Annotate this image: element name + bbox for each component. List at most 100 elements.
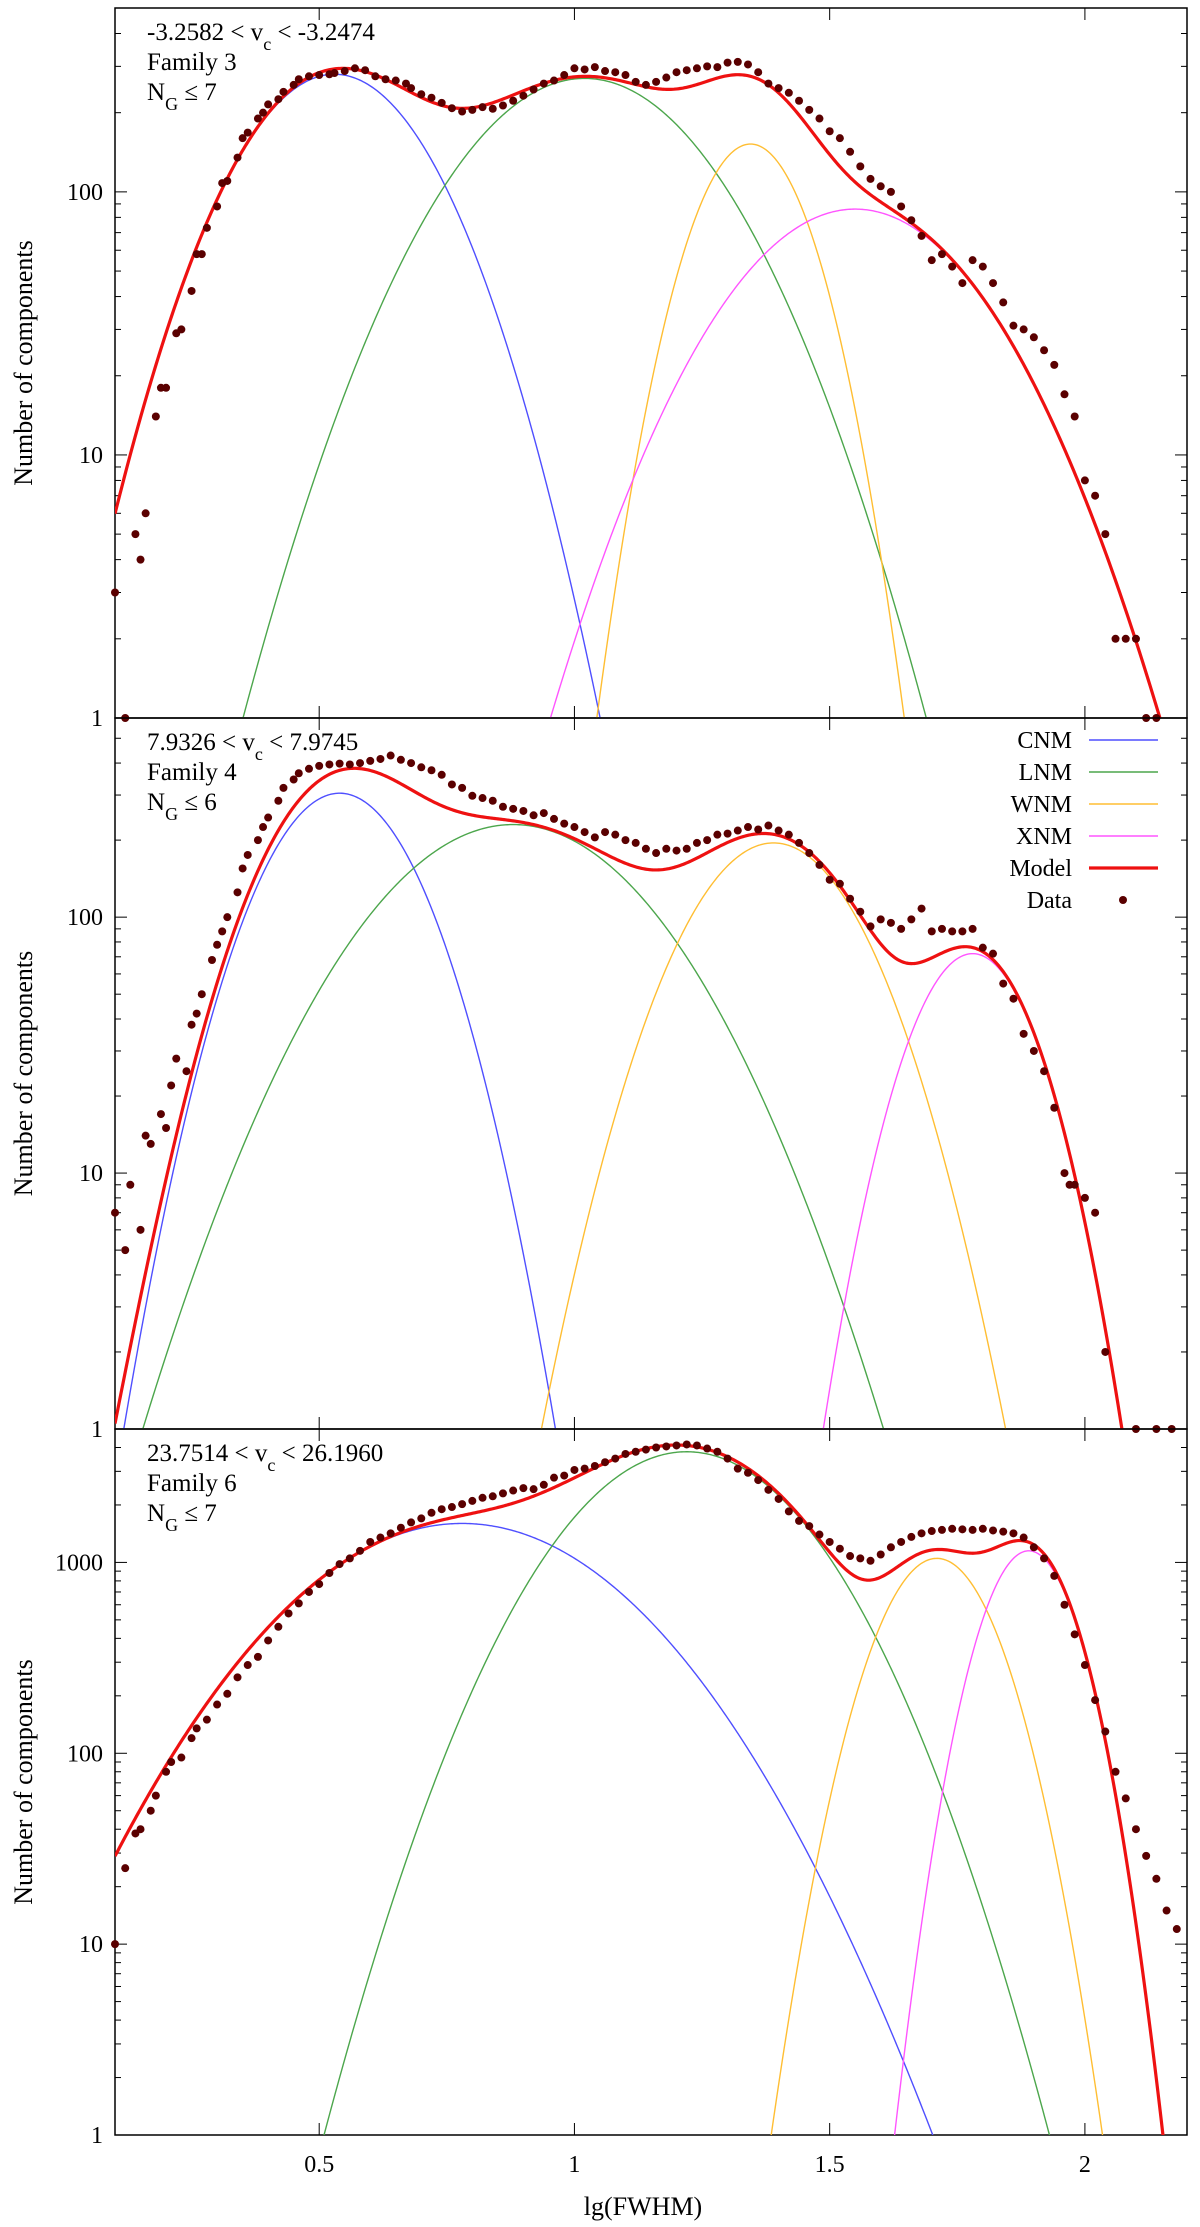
data-point	[580, 828, 589, 837]
data-point	[866, 1556, 875, 1565]
component-curve-wnm	[540, 842, 1007, 1429]
data-point	[631, 77, 640, 86]
data-point	[825, 127, 834, 136]
range-annotation: 7.9326 < vc < 7.9745	[147, 729, 358, 764]
data-point	[146, 1139, 155, 1148]
data-point	[243, 850, 252, 859]
data-point	[631, 838, 640, 847]
data-point	[218, 927, 227, 936]
data-point	[1101, 1347, 1110, 1356]
data-point	[968, 256, 977, 265]
data-point	[294, 769, 303, 778]
y-tick-label: 1	[91, 2123, 103, 2149]
data-point	[641, 844, 650, 853]
model-curve	[115, 1443, 1165, 2135]
data-point	[999, 298, 1008, 307]
data-point	[131, 530, 140, 539]
component-curve-cnm	[123, 792, 557, 1429]
data-point	[304, 764, 313, 773]
data-point	[197, 990, 206, 999]
data-point	[631, 1447, 640, 1456]
y-axis-label: Number of components	[9, 1659, 38, 1905]
data-point	[1121, 634, 1130, 643]
data-point	[937, 924, 946, 933]
data-point	[1111, 1767, 1120, 1776]
data-point	[723, 58, 732, 67]
data-point	[989, 279, 998, 288]
data-point	[1060, 390, 1069, 399]
data-point	[733, 57, 742, 66]
range-text-end: < -3.2474	[271, 19, 375, 46]
data-point	[233, 888, 242, 897]
data-point	[478, 103, 487, 112]
data-point	[202, 1715, 211, 1724]
data-point	[672, 1441, 681, 1450]
data-point	[1050, 1571, 1059, 1580]
data-point	[682, 1440, 691, 1449]
ng-subscript: G	[165, 94, 178, 114]
data-point	[207, 956, 216, 965]
range-subscript: c	[255, 744, 263, 764]
data-point	[621, 1449, 630, 1458]
data-point	[243, 1661, 252, 1670]
component-curve-cnm	[115, 73, 601, 718]
data-point	[253, 836, 262, 845]
range-text: -3.2582 < v	[147, 19, 264, 46]
data-point	[264, 813, 273, 822]
data-point	[989, 949, 998, 958]
component-curve-lnm	[242, 77, 927, 718]
data-point	[1070, 1180, 1079, 1189]
data-point	[733, 826, 742, 835]
data-point	[917, 231, 926, 240]
data-point	[897, 202, 906, 211]
x-tick-label: 1	[568, 2152, 580, 2178]
data-point	[570, 64, 579, 73]
model-curve	[115, 766, 1124, 1429]
data-point	[238, 864, 247, 873]
data-point	[764, 79, 773, 88]
component-curve-lnm	[323, 1451, 1051, 2135]
data-point	[253, 1652, 262, 1661]
data-point	[937, 250, 946, 259]
data-point	[447, 780, 456, 789]
data-point	[754, 825, 763, 834]
data-point	[948, 262, 957, 271]
data-point	[550, 1473, 559, 1482]
data-point	[1040, 1067, 1049, 1076]
data-point	[815, 1530, 824, 1539]
data-point	[177, 1753, 186, 1762]
y-tick-label: 100	[67, 1741, 103, 1767]
data-point	[743, 1468, 752, 1477]
data-point	[361, 66, 370, 75]
data-point	[488, 1492, 497, 1501]
y-tick-label: 10	[79, 1161, 103, 1187]
data-point	[641, 80, 650, 89]
data-point	[1131, 1825, 1140, 1834]
data-point	[458, 1500, 467, 1509]
data-point	[274, 1622, 283, 1631]
legend: CNM LNM WNM XNM Model Data	[1009, 728, 1158, 914]
data-point	[264, 1636, 273, 1645]
data-point	[652, 849, 661, 858]
component-curve-wnm	[596, 143, 905, 718]
data-point	[917, 1529, 926, 1538]
data-point	[570, 823, 579, 832]
data-point	[146, 1806, 155, 1815]
data-point	[1091, 491, 1100, 500]
data-point	[213, 940, 222, 949]
data-point	[989, 1526, 998, 1535]
component-curve-xnm	[822, 952, 1123, 1429]
data-point	[795, 96, 804, 105]
data-point	[478, 1493, 487, 1502]
data-point	[713, 1447, 722, 1456]
data-point	[417, 763, 426, 772]
ng-text: N	[147, 79, 165, 106]
data-point	[805, 105, 814, 114]
data-point	[835, 134, 844, 143]
data-point	[427, 766, 436, 775]
data-point	[187, 286, 196, 295]
data-point	[386, 751, 395, 760]
data-point	[795, 838, 804, 847]
